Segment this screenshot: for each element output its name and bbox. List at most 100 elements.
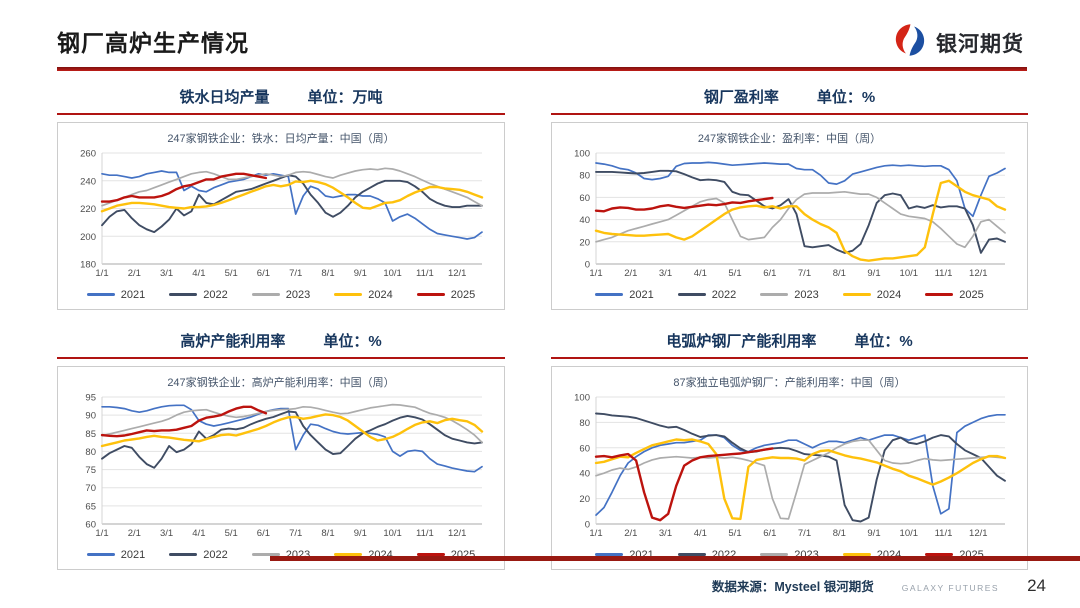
series-line-2024 bbox=[100, 412, 484, 447]
panel-unit-label: 单位：% bbox=[323, 332, 382, 350]
legend-label: 2022 bbox=[711, 288, 737, 301]
svg-text:5/1: 5/1 bbox=[728, 268, 741, 279]
series-line-2023 bbox=[595, 438, 1006, 520]
legend-swatch bbox=[595, 552, 624, 557]
svg-text:8/1: 8/1 bbox=[321, 268, 334, 279]
svg-text:9/1: 9/1 bbox=[867, 268, 880, 279]
svg-text:95: 95 bbox=[85, 392, 96, 403]
svg-text:80: 80 bbox=[85, 446, 96, 457]
svg-text:10/1: 10/1 bbox=[900, 528, 919, 539]
legend-swatch bbox=[925, 292, 954, 297]
svg-text:12/1: 12/1 bbox=[448, 528, 467, 539]
chart-box: 247家钢铁企业：盈利率：中国（周） 0 20 40 60 80 100 1/1 2/1 3/1… bbox=[551, 121, 1028, 310]
chart-panel-profit-rate: 钢厂盈利率 单位：% 247家钢铁企业：盈利率：中国（周） 0 20 40 60 80 1… bbox=[551, 81, 1028, 310]
svg-text:40: 40 bbox=[579, 215, 590, 226]
legend-label: 2023 bbox=[794, 288, 819, 301]
series-line-2025 bbox=[594, 196, 774, 212]
svg-text:9/1: 9/1 bbox=[867, 528, 880, 539]
series-line-2025 bbox=[594, 446, 774, 521]
svg-text:1/1: 1/1 bbox=[95, 528, 108, 539]
svg-text:9/1: 9/1 bbox=[354, 528, 367, 539]
legend-item-2022: 2022 bbox=[169, 288, 228, 301]
legend-swatch bbox=[842, 292, 871, 297]
legend-label: 2022 bbox=[203, 288, 228, 301]
svg-text:5/1: 5/1 bbox=[225, 268, 238, 279]
panel-unit-label: 单位：% bbox=[854, 332, 913, 350]
svg-text:200: 200 bbox=[80, 231, 96, 242]
svg-text:60: 60 bbox=[85, 519, 96, 530]
svg-text:3/1: 3/1 bbox=[659, 528, 672, 539]
legend-item-2024: 2024 bbox=[842, 288, 902, 301]
legend-label: 2023 bbox=[285, 288, 311, 301]
panel-unit-label: 单位：% bbox=[816, 88, 876, 106]
svg-text:12/1: 12/1 bbox=[448, 268, 467, 279]
svg-text:7/1: 7/1 bbox=[289, 528, 302, 539]
legend-swatch bbox=[925, 552, 954, 557]
legend-swatch bbox=[416, 292, 445, 297]
svg-text:1/1: 1/1 bbox=[589, 528, 602, 539]
svg-text:90: 90 bbox=[85, 410, 96, 421]
series-line-2022 bbox=[595, 412, 1006, 522]
series-line-2021 bbox=[595, 161, 1006, 217]
chart-inner-title: 247家钢铁企业：高炉产能利用率：中国（周） bbox=[167, 376, 395, 389]
legend-item-2025: 2025 bbox=[925, 288, 984, 301]
svg-text:2/1: 2/1 bbox=[624, 268, 637, 279]
svg-text:11/1: 11/1 bbox=[935, 528, 953, 539]
page-header: 钢厂高炉生产情况 银河期货 bbox=[0, 0, 1080, 71]
legend-swatch bbox=[251, 552, 280, 557]
chart-inner-title: 87家独立电弧炉钢厂：产能利用率：中国（周） bbox=[673, 376, 906, 389]
svg-text:10/1: 10/1 bbox=[900, 268, 919, 279]
svg-text:12/1: 12/1 bbox=[969, 528, 988, 539]
series-line-2022 bbox=[595, 169, 1006, 254]
plot-area: 60 65 70 75 80 85 90 95 1/1 2/1 3/1 4/1 5/1 6/1 7/1 8/1… bbox=[66, 390, 496, 545]
panel-title: 高炉产能利用率 bbox=[180, 332, 286, 350]
legend-item-2025: 2025 bbox=[416, 289, 475, 301]
legend-swatch bbox=[334, 552, 363, 557]
svg-text:1/1: 1/1 bbox=[589, 268, 602, 279]
series-line-2021 bbox=[101, 403, 483, 473]
panel-title: 电弧炉钢厂产能利用率 bbox=[666, 332, 817, 350]
legend-swatch bbox=[677, 552, 706, 557]
svg-text:6/1: 6/1 bbox=[763, 268, 776, 279]
legend-swatch bbox=[416, 552, 445, 557]
title-divider bbox=[57, 67, 1027, 71]
chart-panel-hot-metal-output: 铁水日均产量 单位：万吨 247家钢铁企业：铁水：日均产量：中国（周） 180 2… bbox=[57, 81, 505, 310]
plot-area: 0 20 40 60 80 100 1/1 2/1 3/1 4/1 5/1 6/1 7/1 8/1 9/1 1… bbox=[560, 146, 1019, 285]
svg-text:11/1: 11/1 bbox=[416, 268, 434, 279]
svg-text:240: 240 bbox=[80, 176, 96, 187]
chart-box: 87家独立电弧炉钢厂：产能利用率：中国（周） 0 20 40 60 80 100 1/1 2/… bbox=[551, 365, 1028, 570]
galaxy-swirl-icon bbox=[892, 22, 928, 63]
legend-label: 2021 bbox=[120, 548, 146, 561]
svg-text:260: 260 bbox=[80, 148, 96, 159]
legend-item-2021: 2021 bbox=[595, 289, 654, 301]
legend-swatch bbox=[86, 292, 115, 297]
legend-swatch bbox=[842, 552, 871, 557]
legend-label: 2021 bbox=[120, 288, 146, 301]
svg-text:7/1: 7/1 bbox=[289, 268, 302, 279]
legend-item-2021: 2021 bbox=[86, 548, 146, 561]
svg-text:20: 20 bbox=[579, 237, 590, 248]
legend-label: 2025 bbox=[959, 288, 984, 301]
svg-text:0: 0 bbox=[585, 519, 590, 530]
svg-text:2/1: 2/1 bbox=[128, 528, 141, 539]
svg-text:3/1: 3/1 bbox=[160, 268, 173, 279]
legend-label: 2024 bbox=[876, 288, 902, 301]
series-line-2021 bbox=[595, 413, 1006, 516]
brand-logo: 银河期货 bbox=[892, 22, 1024, 63]
chart-panel-bf-capacity-utilization: 高炉产能利用率 单位：% 247家钢铁企业：高炉产能利用率：中国（周） 60 65… bbox=[57, 325, 505, 570]
svg-text:1/1: 1/1 bbox=[95, 268, 108, 279]
svg-text:7/1: 7/1 bbox=[798, 528, 811, 539]
plot-area: 0 20 40 60 80 100 1/1 2/1 3/1 4/1 5/1 6/1 7/1 8/1 9/1 1… bbox=[560, 390, 1019, 545]
svg-text:11/1: 11/1 bbox=[935, 268, 953, 279]
page-number: 24 bbox=[1027, 576, 1046, 595]
svg-text:40: 40 bbox=[579, 468, 590, 479]
svg-text:75: 75 bbox=[85, 465, 96, 476]
svg-text:5/1: 5/1 bbox=[225, 528, 238, 539]
line-chart-svg: 0 20 40 60 80 100 1/1 2/1 3/1 4/1 5/1 6/1 7/1 8/1 9/1 1… bbox=[574, 148, 1007, 279]
svg-text:10/1: 10/1 bbox=[383, 268, 402, 279]
legend-swatch bbox=[334, 292, 363, 297]
legend-swatch bbox=[169, 292, 198, 297]
legend-swatch bbox=[86, 552, 115, 557]
svg-text:60: 60 bbox=[579, 192, 590, 203]
